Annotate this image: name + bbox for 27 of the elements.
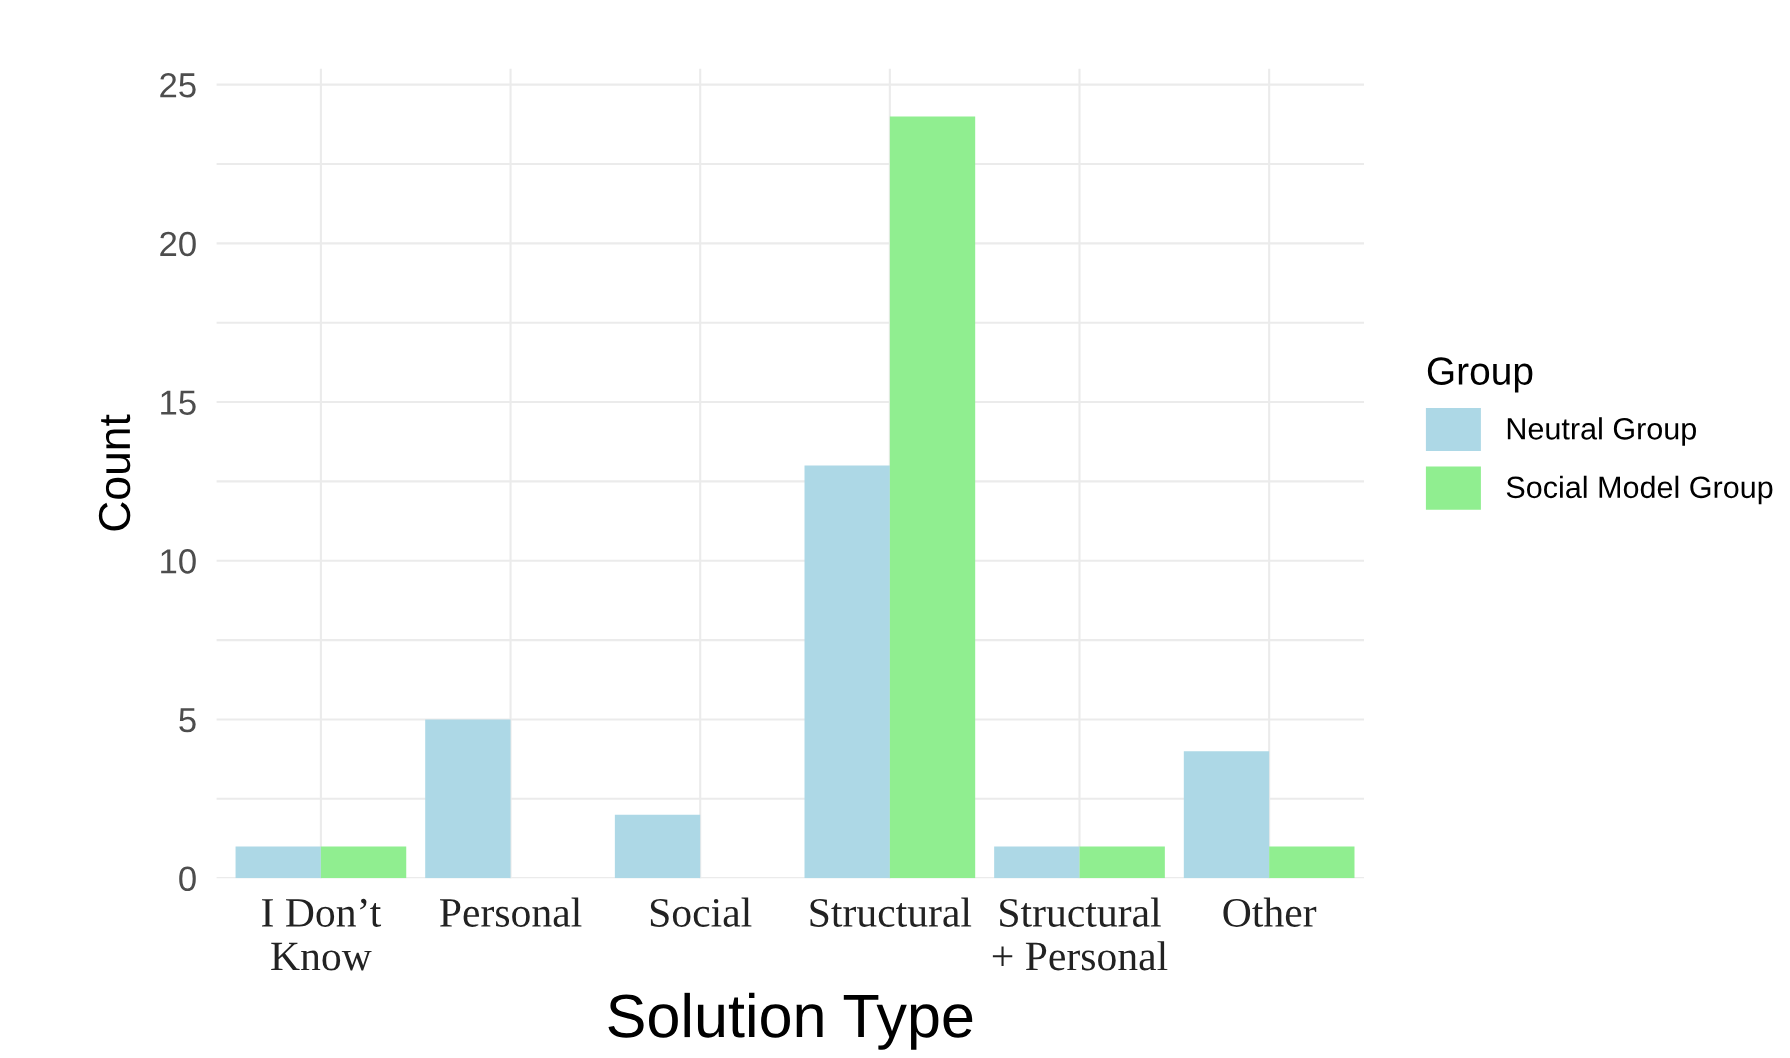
legend-label: Social Model Group xyxy=(1506,475,1773,505)
x-tick-label: I Don’t Know xyxy=(262,898,382,971)
x-tick-label: Personal xyxy=(440,897,582,927)
x-tick-label: Other xyxy=(1223,897,1317,927)
y-axis-title: Count xyxy=(98,414,131,531)
x-tick-label: Social xyxy=(650,897,752,927)
bar xyxy=(425,719,511,879)
bar xyxy=(320,846,407,879)
y-tick-label: 25 xyxy=(160,72,196,98)
x-tick-label: Structural + Personal xyxy=(992,897,1168,971)
legend-label: Neutral Group xyxy=(1507,417,1696,446)
y-tick-label: 10 xyxy=(161,549,196,574)
x-tick-label: Structural xyxy=(810,897,972,927)
bar xyxy=(1269,846,1355,879)
y-tick-label: 20 xyxy=(160,231,196,257)
y-tick-label: 0 xyxy=(179,866,196,892)
y-tick-label: 15 xyxy=(161,390,196,415)
bar xyxy=(994,846,1080,879)
bar xyxy=(1183,751,1270,879)
x-axis-title: Solution Type xyxy=(608,992,973,1050)
bar xyxy=(614,814,701,879)
bar xyxy=(1079,846,1165,879)
y-tick-label: 5 xyxy=(179,708,196,733)
bar xyxy=(804,465,890,879)
legend-title: Group xyxy=(1427,357,1533,393)
bar xyxy=(235,846,321,879)
bar xyxy=(889,116,976,879)
